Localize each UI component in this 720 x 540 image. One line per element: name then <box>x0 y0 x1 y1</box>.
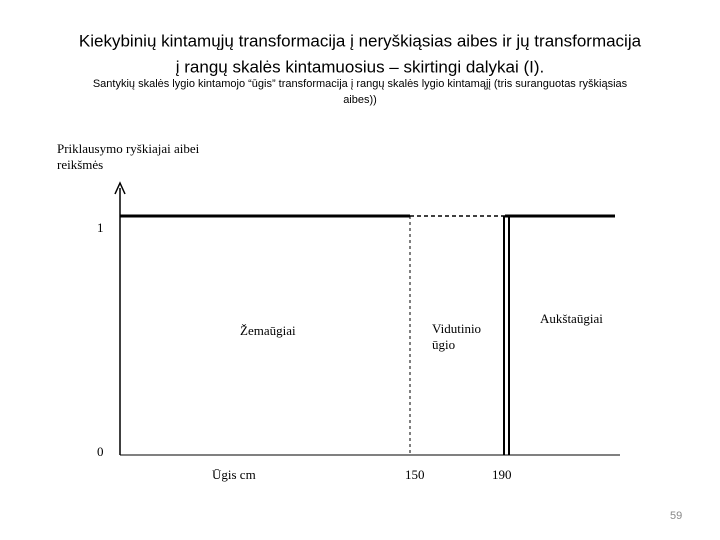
set-label: Vidutinio <box>432 321 481 336</box>
page-number: 59 <box>670 510 682 522</box>
y-axis-label: reikšmės <box>57 157 103 172</box>
set-label: ūgio <box>432 337 455 352</box>
axes <box>114 181 620 456</box>
subtitle-line: Santykių skalės lygio kintamojo “ūgis” t… <box>93 78 628 90</box>
set-label: Aukštaūgiai <box>540 311 603 326</box>
title-line: į rangų skalės kintamuosius – skirtingi … <box>176 57 544 76</box>
x-tick-label: 150 <box>405 467 425 482</box>
membership-lines <box>120 214 615 455</box>
y-tick-label: 1 <box>97 220 104 235</box>
y-axis-arrow <box>114 181 126 195</box>
y-axis-label: Priklausymo ryškiajai aibei <box>57 141 200 156</box>
x-axis-label: Ūgis cm <box>212 467 256 482</box>
y-tick-label: 0 <box>97 444 104 459</box>
x-tick-label: 190 <box>492 467 512 482</box>
set-label: Žemaūgiai <box>240 323 296 338</box>
subtitle-line: aibes)) <box>343 94 377 106</box>
title-line: Kiekybinių kintamųjų transformacija į ne… <box>79 31 642 50</box>
